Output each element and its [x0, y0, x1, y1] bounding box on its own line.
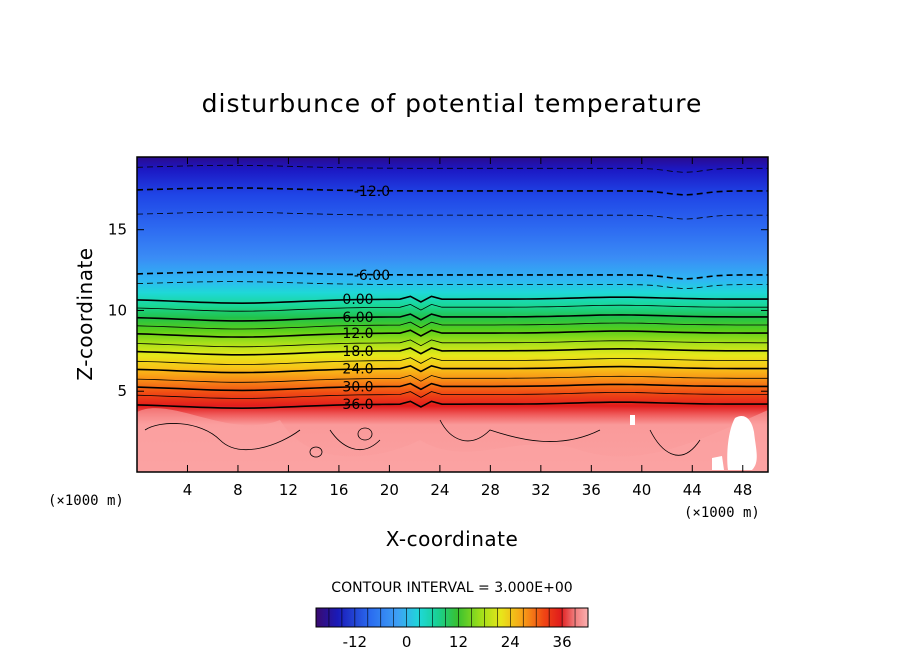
x-tick-label: 12	[279, 481, 298, 499]
contour-label: -6.00	[354, 268, 390, 284]
y-axis-ticks: 5 10 15	[108, 221, 768, 400]
contour-line	[137, 271, 768, 280]
small-contour-loop	[309, 446, 323, 458]
colorbar-tick-label: 12	[449, 633, 468, 651]
contour-line	[137, 364, 768, 374]
x-tick-label: 48	[733, 481, 752, 499]
x-tick-label: 36	[582, 481, 601, 499]
y-axis-label: Z-coordinate	[73, 247, 97, 380]
contour-interval-text: CONTOUR INTERVAL = 3.000E+00	[331, 580, 572, 596]
contour-line	[137, 313, 768, 322]
x-tick-label: 28	[481, 481, 500, 499]
lower-field-blob	[137, 408, 768, 472]
temperature-field	[137, 157, 768, 472]
contour-label: 6.00	[342, 310, 373, 326]
colorbar-frame	[315, 607, 589, 628]
contour-line	[137, 295, 768, 305]
colorbar-tick-label: 24	[501, 633, 520, 651]
contour-label: 30.0	[342, 379, 373, 395]
contour-line	[137, 374, 768, 383]
colorbar-segments	[328, 608, 576, 627]
x-axis-unit-left: (×1000 m)	[48, 493, 124, 509]
contour-label: 0.00	[342, 292, 373, 308]
colorbar	[316, 608, 588, 627]
contour-line	[137, 187, 768, 196]
missing-data-dot	[630, 415, 635, 425]
contour-line	[137, 281, 768, 290]
x-tick-label: 32	[531, 481, 550, 499]
x-tick-label: 4	[183, 481, 193, 499]
contour-label: 18.0	[342, 344, 373, 360]
colorbar-tick-label: -12	[343, 633, 368, 651]
colorbar-tick-label: 36	[553, 633, 572, 651]
x-tick-label: 8	[233, 481, 243, 499]
contour-line	[137, 391, 768, 399]
y-tick-label: 5	[117, 382, 127, 400]
contour-line	[137, 329, 768, 338]
contour-label: 36.0	[342, 397, 373, 413]
contour-line	[137, 382, 768, 392]
contour-line	[137, 164, 768, 173]
x-axis-ticks: 4 8 12 16 20 24 28 32 36 40 44 48	[183, 157, 752, 499]
x-tick-label: 24	[430, 481, 449, 499]
x-tick-label: 44	[683, 481, 702, 499]
missing-data-patch-small	[712, 456, 724, 470]
x-axis-unit-right: (×1000 m)	[684, 505, 760, 521]
contour-label: 24.0	[342, 362, 373, 378]
contour-line	[137, 357, 768, 365]
chart-title: disturbunce of potential temperature	[202, 89, 703, 118]
missing-data-patch	[727, 415, 757, 470]
plot-frame	[136, 156, 769, 473]
contour-line	[137, 211, 768, 220]
lower-contours	[144, 419, 701, 456]
x-axis-label: X-coordinate	[386, 527, 519, 551]
small-contour-loop-2	[357, 427, 373, 441]
contour-line	[137, 347, 768, 356]
x-tick-label: 16	[329, 481, 348, 499]
contour-line	[137, 400, 768, 410]
x-tick-label: 20	[380, 481, 399, 499]
y-tick-label: 10	[108, 301, 127, 319]
contour-line	[137, 303, 768, 312]
x-tick-label: 40	[632, 481, 651, 499]
contour-label: -12.0	[354, 184, 390, 200]
contour-line	[137, 339, 768, 348]
colorbar-tick-label: 0	[402, 633, 412, 651]
colorbar-ticks: -12 0 12 24 36	[343, 633, 572, 651]
contour-label: 12.0	[342, 326, 373, 342]
y-tick-label: 15	[108, 221, 127, 239]
contour-line	[137, 321, 768, 330]
